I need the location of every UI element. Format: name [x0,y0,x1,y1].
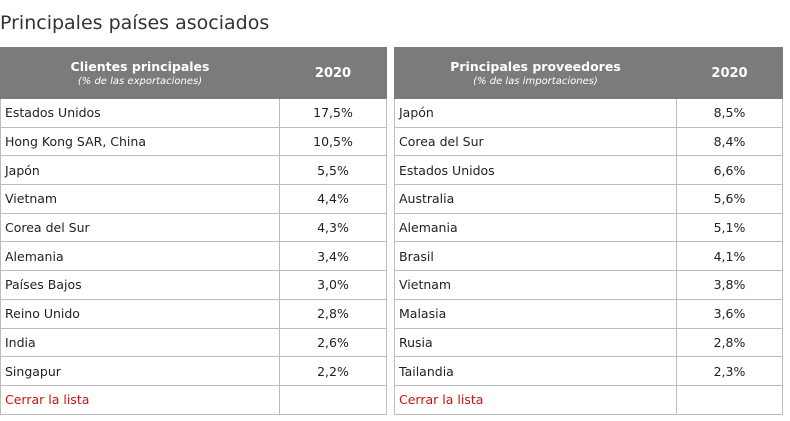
table-row: Tailandia 2,3% [394,356,783,386]
table-row: Corea del Sur 8,4% [394,126,783,157]
close-row: Cerrar la lista [394,384,783,415]
country-cell: Estados Unidos [0,98,280,128]
table-row: Países Bajos 3,0% [0,270,387,300]
close-list-link[interactable]: Cerrar la lista [394,384,677,415]
country-cell: Hong Kong SAR, China [0,126,280,157]
table-row: Reino Unido 2,8% [0,298,387,329]
customers-header-cell: Clientes principales (% de las exportaci… [0,47,280,99]
table-row: Vietnam 4,4% [0,184,387,214]
table-row: Singapur 2,2% [0,356,387,386]
table-row: Vietnam 3,8% [394,270,783,300]
share-cell: 4,1% [676,241,783,272]
share-cell: 2,2% [279,356,387,386]
share-cell: 3,6% [676,298,783,329]
country-cell: Corea del Sur [0,212,280,243]
suppliers-table-body: Japón 8,5% Corea del Sur 8,4% Estados Unidos… [394,98,783,415]
share-cell: 3,4% [279,241,387,272]
table-row: Japón 5,5% [0,155,387,186]
country-cell: Tailandia [394,356,677,386]
share-cell: 4,4% [279,184,387,214]
share-cell: 5,1% [676,212,783,243]
country-cell: Singapur [0,356,280,386]
table-row: Estados Unidos 6,6% [394,155,783,186]
suppliers-header-title: Principales proveedores [450,58,621,74]
share-cell: 2,8% [279,298,387,329]
share-cell: 2,6% [279,327,387,358]
country-cell: Japón [0,155,280,186]
table-row: Corea del Sur 4,3% [0,212,387,243]
header-row: Clientes principales (% de las exportaci… [0,47,387,99]
share-cell: 5,5% [279,155,387,186]
country-cell: Vietnam [394,270,677,300]
table-row: Hong Kong SAR, China 10,5% [0,126,387,157]
header-row: Principales proveedores (% de las import… [394,47,783,99]
close-list-link[interactable]: Cerrar la lista [0,384,280,415]
share-cell: 3,0% [279,270,387,300]
country-cell: Corea del Sur [394,126,677,157]
main-customers-table: Clientes principales (% de las exportaci… [0,47,387,415]
table-row: Australia 5,6% [394,184,783,214]
main-suppliers-table: Principales proveedores (% de las import… [394,47,783,415]
share-cell: 17,5% [279,98,387,128]
country-cell: Países Bajos [0,270,280,300]
customers-table-body: Estados Unidos 17,5% Hong Kong SAR, China 1… [0,98,387,415]
country-cell: Japón [394,98,677,128]
share-cell: 6,6% [676,155,783,186]
table-row: Alemania 3,4% [0,241,387,272]
year-header: 2020 [676,47,783,99]
country-cell: Rusia [394,327,677,358]
country-cell: Estados Unidos [394,155,677,186]
table-row: Malasia 3,6% [394,298,783,329]
country-cell: Reino Unido [0,298,280,329]
table-row: Rusia 2,8% [394,327,783,358]
country-cell: Brasil [394,241,677,272]
table-row: Estados Unidos 17,5% [0,98,387,128]
share-cell: 10,5% [279,126,387,157]
page-title: Principales países asociados [0,12,270,34]
share-cell: 2,8% [676,327,783,358]
share-cell: 2,3% [676,356,783,386]
empty-cell [676,384,783,415]
suppliers-header-subtitle: (% de las importaciones) [473,75,598,87]
table-row: India 2,6% [0,327,387,358]
country-cell: India [0,327,280,358]
empty-cell [279,384,387,415]
table-row: Japón 8,5% [394,98,783,128]
country-cell: Malasia [394,298,677,329]
share-cell: 4,3% [279,212,387,243]
country-cell: Australia [394,184,677,214]
share-cell: 8,5% [676,98,783,128]
close-row: Cerrar la lista [0,384,387,415]
share-cell: 5,6% [676,184,783,214]
share-cell: 8,4% [676,126,783,157]
share-cell: 3,8% [676,270,783,300]
country-cell: Vietnam [0,184,280,214]
customers-header-subtitle: (% de las exportaciones) [77,75,203,87]
country-cell: Alemania [394,212,677,243]
table-row: Brasil 4,1% [394,241,783,272]
country-cell: Alemania [0,241,280,272]
customers-header-title: Clientes principales [70,58,210,74]
suppliers-header-cell: Principales proveedores (% de las import… [394,47,677,99]
table-row: Alemania 5,1% [394,212,783,243]
year-header: 2020 [279,47,387,99]
